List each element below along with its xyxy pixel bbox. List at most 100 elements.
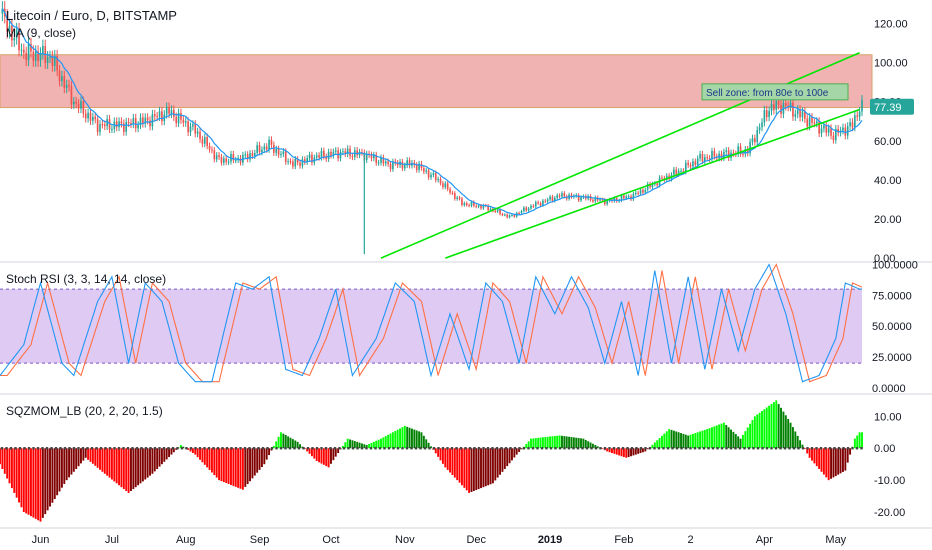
momentum-bar	[737, 436, 740, 449]
candle-body	[754, 138, 756, 143]
momentum-bar	[132, 448, 135, 490]
momentum-bar	[820, 448, 823, 472]
momentum-bar	[346, 438, 349, 449]
squeeze-dot	[14, 447, 17, 450]
candle-body	[496, 209, 499, 212]
candle-body	[175, 116, 178, 124]
momentum-bar	[220, 448, 223, 482]
squeeze-dot	[378, 447, 382, 450]
candle-body	[558, 195, 561, 197]
momentum-bar	[53, 448, 56, 499]
candle-body	[792, 102, 794, 117]
squeeze-dot	[194, 447, 197, 450]
squeeze-dot	[648, 447, 652, 450]
momentum-bar	[468, 448, 471, 493]
momentum-bar	[306, 448, 309, 452]
stoch-axis-tick: 0.0000	[872, 383, 906, 395]
squeeze-dot	[549, 447, 553, 450]
momentum-bar	[299, 444, 301, 449]
squeeze-dot	[41, 447, 44, 450]
momentum-bar	[315, 448, 318, 461]
momentum-bar	[544, 437, 547, 449]
squeeze-dot	[612, 447, 616, 450]
squeeze-dot	[473, 447, 476, 450]
momentum-bar	[518, 448, 521, 452]
momentum-bar	[384, 436, 387, 449]
candle-body	[530, 205, 532, 209]
candle-body	[527, 208, 530, 211]
momentum-bar	[584, 439, 587, 449]
squeeze-dot	[540, 447, 544, 450]
candle-body	[199, 131, 201, 140]
candle-body	[423, 168, 425, 172]
squeeze-dot	[5, 447, 8, 450]
candle-body	[654, 183, 656, 185]
momentum-bar	[799, 440, 802, 449]
momentum-bar	[15, 448, 18, 498]
momentum-bar	[268, 448, 271, 456]
momentum-bar	[368, 443, 371, 449]
candle-body	[18, 29, 20, 51]
momentum-bar	[739, 438, 742, 449]
candle-body	[651, 184, 654, 188]
squeeze-dot	[851, 447, 854, 450]
momentum-bar	[815, 448, 818, 467]
candle-body	[746, 149, 749, 154]
candle-body	[208, 145, 211, 150]
momentum-bar	[641, 448, 644, 453]
squeeze-dot	[819, 447, 823, 450]
candle-body	[539, 203, 542, 206]
momentum-bar	[246, 448, 249, 485]
momentum-bar	[427, 442, 430, 449]
candle-body	[532, 205, 535, 207]
candle-body	[101, 124, 104, 126]
momentum-bar	[334, 448, 337, 457]
current-price-tag	[870, 98, 914, 115]
candle-body	[837, 128, 840, 133]
squeeze-dot	[423, 447, 427, 450]
candle-body	[311, 154, 313, 163]
candle-body	[227, 161, 230, 163]
momentum-bar	[360, 443, 363, 449]
momentum-bar	[665, 431, 668, 449]
momentum-bar	[320, 448, 323, 464]
squeeze-dot	[536, 447, 539, 450]
momentum-bar	[146, 448, 149, 478]
candle-body	[144, 117, 147, 124]
squeeze-dot	[765, 447, 769, 450]
squeeze-dot	[374, 447, 377, 450]
momentum-bar	[413, 429, 416, 449]
momentum-bar	[227, 448, 230, 484]
stoch-axis-tick: 100.0000	[872, 259, 918, 271]
candle-body	[234, 160, 237, 162]
squeeze-dot	[140, 447, 143, 450]
candle-body	[20, 49, 23, 51]
momentum-bar	[58, 448, 61, 492]
momentum-bar	[549, 436, 552, 449]
squeeze-dot	[815, 447, 818, 450]
momentum-bar	[801, 444, 804, 449]
momentum-bar	[13, 448, 16, 493]
squeeze-dot	[684, 447, 688, 450]
momentum-bar	[558, 435, 561, 449]
time-axis-tick: Aug	[176, 534, 196, 546]
candle-body	[37, 51, 39, 61]
squeeze-dot	[18, 447, 22, 450]
candle-body	[289, 161, 292, 163]
momentum-bar	[37, 448, 40, 521]
squeeze-dot	[446, 447, 449, 450]
momentum-bar	[849, 448, 852, 455]
momentum-bar	[44, 448, 47, 515]
candle-body	[449, 189, 451, 193]
momentum-bar	[356, 441, 359, 449]
candle-body	[694, 161, 697, 165]
momentum-bar	[561, 435, 563, 449]
candle-body	[75, 101, 78, 104]
squeeze-dot	[180, 447, 184, 450]
momentum-bar	[215, 448, 218, 478]
candle-body	[732, 152, 735, 154]
momentum-bar	[32, 448, 35, 518]
squeeze-dot	[297, 447, 301, 450]
squeeze-dot	[792, 447, 796, 450]
